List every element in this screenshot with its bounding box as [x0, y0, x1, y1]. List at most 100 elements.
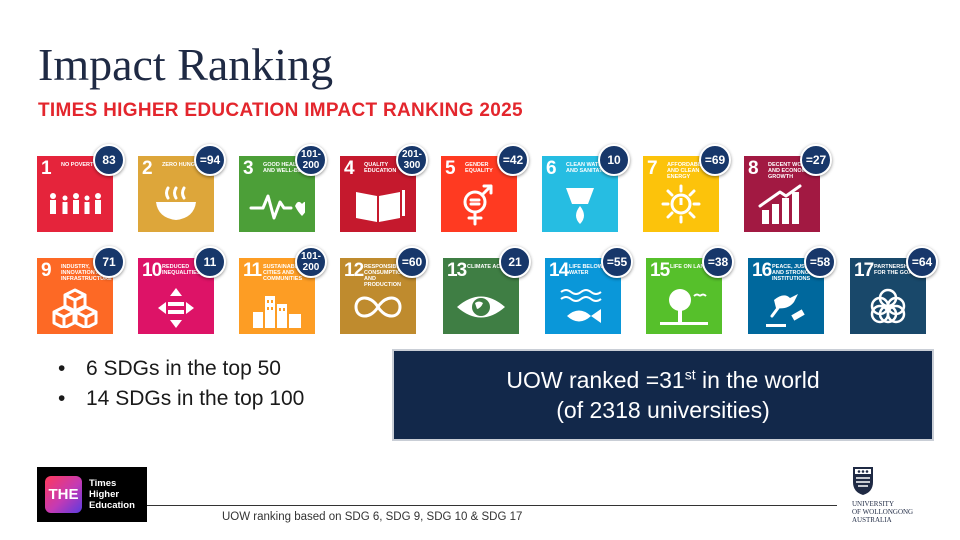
- page-title: Impact Ranking: [38, 39, 334, 90]
- summary-bullets: 6 SDGs in the top 50 14 SDGs in the top …: [58, 354, 304, 414]
- sdg-label: NO POVERTY: [61, 162, 98, 168]
- sdg-label: CLEAN WATER AND SANITATION: [566, 162, 613, 174]
- sdg-number: 16: [752, 260, 772, 281]
- sun-icon: [661, 184, 701, 224]
- highlight-line-2: (of 2318 universities): [556, 397, 770, 423]
- sdg-label: SUSTAINABLE CITIES AND COMMUNITIES: [263, 264, 303, 282]
- sdg-tile-14: 14 LIFE BELOW WATER =55: [545, 246, 633, 334]
- sdg-number: 9: [41, 260, 52, 281]
- sdg-tile-6: 6 CLEAN WATER AND SANITATION 10: [542, 144, 630, 232]
- sdg-number: 17: [854, 260, 874, 281]
- sdg-number: 6: [546, 158, 557, 179]
- sdg-number: 14: [549, 260, 569, 281]
- rank-badge: =27: [800, 144, 832, 176]
- rank-badge: 101-200: [295, 144, 327, 176]
- sdg-label: PARTNERSHIPS FOR THE GOALS: [874, 264, 920, 276]
- sdg-label: INDUSTRY, INNOVATION AND INFRASTRUCTURE: [61, 264, 112, 282]
- rank-badge: =55: [601, 246, 633, 278]
- sdg-label: ZERO HUNGER: [162, 162, 203, 168]
- footnote: UOW ranking based on SDG 6, SDG 9, SDG 1…: [222, 511, 523, 523]
- sdg-tile-4: 4 QUALITY EDUCATION 201-300: [340, 144, 428, 232]
- uow-wordmark: UNIVERSITY OF WOLLONGONG AUSTRALIA: [852, 500, 913, 524]
- rank-badge: 21: [499, 246, 531, 278]
- times-higher-education-logo: THE Times Higher Education: [37, 467, 147, 522]
- sdg-label: REDUCED INEQUALITIES: [162, 264, 201, 276]
- sdg-number: 15: [650, 260, 670, 281]
- sdg-tile-8: 8 DECENT WORK AND ECONOMIC GROWTH =27: [744, 144, 832, 232]
- city-icon: [253, 296, 301, 328]
- sdg-tile-9: 9 INDUSTRY, INNOVATION AND INFRASTRUCTURE…: [37, 246, 125, 334]
- crest-icon: [853, 467, 873, 495]
- sdg-tile-13: 13 CLIMATE ACTION 21: [443, 246, 531, 334]
- the-wordmark-line: Higher: [89, 489, 120, 500]
- bullet-item: 14 SDGs in the top 100: [58, 384, 304, 414]
- sdg-label: AFFORDABLE AND CLEAN ENERGY: [667, 162, 705, 180]
- footer-divider: [147, 505, 837, 506]
- fish-icon: [560, 289, 602, 323]
- sdg-label: GENDER EQUALITY: [465, 162, 493, 174]
- ranking-highlight-box: UOW ranked =31st in the world (of 2318 u…: [392, 349, 934, 441]
- the-wordmark-line: Education: [89, 500, 135, 511]
- uow-logo: UNIVERSITY OF WOLLONGONG AUSTRALIA: [852, 466, 922, 526]
- page-subtitle: TIMES HIGHER EDUCATION IMPACT RANKING 20…: [38, 100, 523, 121]
- sdg-tile-10: 10 REDUCED INEQUALITIES 11: [138, 246, 226, 334]
- sdg-label: DECENT WORK AND ECONOMIC GROWTH: [768, 162, 812, 180]
- rank-badge: 201-300: [396, 144, 428, 176]
- infinity-icon: [354, 296, 402, 318]
- sdg-label: CLIMATE ACTION: [467, 264, 514, 270]
- rank-badge: 11: [194, 246, 226, 278]
- bullet-item: 6 SDGs in the top 50: [58, 354, 304, 384]
- the-wordmark: Times Higher Education: [89, 478, 135, 511]
- the-mark: THE: [45, 476, 82, 513]
- sdg-tile-17: 17 PARTNERSHIPS FOR THE GOALS =64: [850, 246, 938, 334]
- uow-wordmark-line: OF WOLLONGONG: [852, 508, 914, 516]
- eye-globe-icon: [457, 296, 505, 318]
- sdg-tile-16: 16 PEACE, JUSTICE AND STRONG INSTITUTIONS…: [748, 246, 836, 334]
- gender-icon: [463, 184, 493, 226]
- sdg-number: 4: [344, 158, 355, 179]
- sdg-number: 1: [41, 158, 52, 179]
- rank-badge: =42: [497, 144, 529, 176]
- cubes-icon: [52, 288, 98, 328]
- rank-badge: 71: [93, 246, 125, 278]
- equality-arrows-icon: [158, 288, 194, 328]
- rings-icon: [870, 288, 906, 324]
- sdg-tile-3: 3 GOOD HEALTH AND WELL-BEING 101-200: [239, 144, 327, 232]
- sdg-label: PEACE, JUSTICE AND STRONG INSTITUTIONS: [772, 264, 818, 282]
- heartbeat-icon: [249, 194, 305, 220]
- rank-badge: =60: [396, 246, 428, 278]
- sdg-number: 5: [445, 158, 456, 179]
- sdg-number: 8: [748, 158, 759, 179]
- sdg-tile-15: 15 LIFE ON LAND =38: [646, 246, 734, 334]
- growth-chart-icon: [758, 184, 802, 224]
- rank-badge: =69: [699, 144, 731, 176]
- rank-badge: =38: [702, 246, 734, 278]
- sdg-tile-11: 11 SUSTAINABLE CITIES AND COMMUNITIES 101-…: [239, 246, 327, 334]
- bowl-icon: [156, 186, 196, 220]
- sdg-tile-2: 2 ZERO HUNGER =94: [138, 144, 226, 232]
- uow-wordmark-line: UNIVERSITY: [852, 500, 894, 508]
- sdg-number: 7: [647, 158, 658, 179]
- sdg-tile-7: 7 AFFORDABLE AND CLEAN ENERGY =69: [643, 144, 731, 232]
- sdg-number: 13: [447, 260, 467, 281]
- rank-badge: 101-200: [295, 246, 327, 278]
- ordinal-suffix: st: [684, 366, 696, 383]
- sdg-label: GOOD HEALTH AND WELL-BEING: [263, 162, 312, 174]
- sdg-label: LIFE BELOW WATER: [569, 264, 603, 276]
- rank-badge: =64: [906, 246, 938, 278]
- sdg-tile-12: 12 RESPONSIBLE CONSUMPTION AND PRODUCTION…: [340, 246, 428, 334]
- sdg-number: 2: [142, 158, 153, 179]
- book-icon: [356, 190, 405, 222]
- sdg-label: QUALITY EDUCATION: [364, 162, 397, 174]
- tree-icon: [660, 289, 708, 325]
- sdg-number: 10: [142, 260, 162, 281]
- sdg-number: 3: [243, 158, 254, 179]
- rank-badge: 10: [598, 144, 630, 176]
- the-wordmark-line: Times: [89, 478, 117, 489]
- water-drop-icon: [566, 188, 594, 224]
- sdg-tile-5: 5 GENDER EQUALITY =42: [441, 144, 529, 232]
- sdg-number: 12: [344, 260, 364, 281]
- highlight-prefix: UOW ranked =31: [506, 367, 685, 393]
- uow-wordmark-line: AUSTRALIA: [852, 516, 892, 524]
- highlight-line-1: UOW ranked =31st in the world: [394, 365, 932, 395]
